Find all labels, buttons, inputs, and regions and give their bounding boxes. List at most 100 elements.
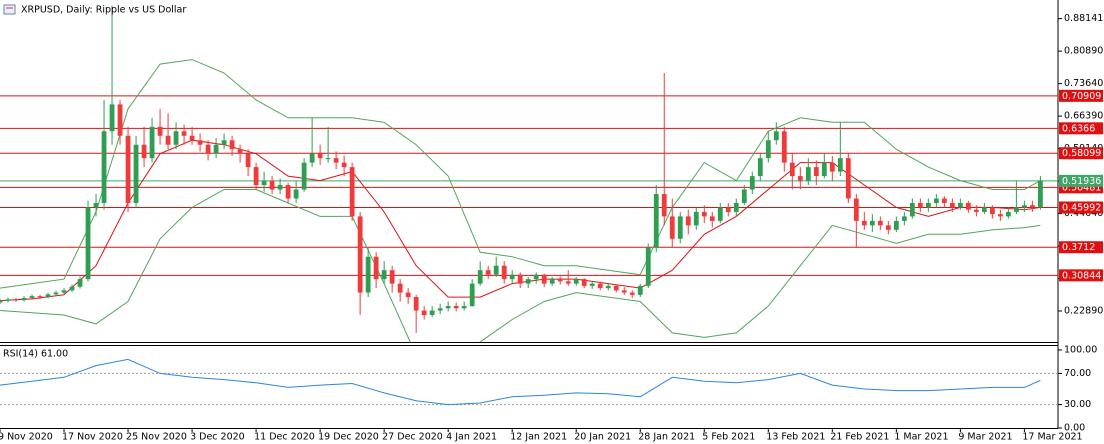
level-label-box: [1059, 201, 1103, 214]
candle-body: [581, 279, 587, 286]
candle-body: [653, 194, 659, 248]
x-tick-label: 3 Dec 2020: [190, 432, 245, 443]
candle-body: [989, 207, 995, 215]
candle-body: [29, 296, 35, 298]
candle-body: [181, 131, 187, 136]
candle-body: [197, 140, 203, 145]
x-tick-label: 12 Jan 2021: [510, 432, 567, 443]
candle-body: [245, 153, 251, 168]
x-tick-label: 17 Mar 2021: [1022, 432, 1082, 443]
candle-body: [669, 216, 675, 239]
candle-body: [301, 162, 307, 190]
candle-body: [357, 216, 363, 293]
candle-body: [717, 207, 723, 221]
candle-body: [949, 202, 955, 208]
candle-body: [221, 140, 227, 145]
rsi-y-tick-label: 100.00: [1064, 345, 1097, 356]
rsi-y-tick-label: 70.00: [1064, 368, 1091, 379]
candle-body: [637, 285, 643, 295]
candle-body: [77, 279, 83, 287]
candle-body: [957, 202, 963, 208]
candle-body: [981, 207, 987, 212]
candle-body: [1013, 207, 1019, 212]
x-tick-label: 28 Jan 2021: [638, 432, 695, 443]
x-tick-label: 11 Dec 2020: [254, 432, 315, 443]
candle-body: [69, 286, 75, 291]
candle-body: [261, 180, 267, 186]
candle-body: [397, 283, 403, 293]
candle-body: [165, 135, 171, 145]
candle-body: [733, 202, 739, 212]
candle-body: [477, 270, 483, 284]
candle-body: [493, 265, 499, 275]
rsi-panel: [0, 358, 1058, 406]
candle-body: [381, 270, 387, 280]
candle-body: [101, 131, 107, 203]
candle-body: [61, 290, 67, 293]
candle-body: [173, 131, 179, 145]
candle-body: [37, 296, 43, 298]
candle-body: [941, 198, 947, 203]
candle-body: [501, 265, 507, 280]
candle-body: [645, 247, 651, 286]
candle-body: [293, 189, 299, 199]
candle-body: [149, 126, 155, 159]
level-label-box: [1059, 269, 1103, 282]
candle-body: [861, 220, 867, 226]
candle-body: [141, 144, 147, 159]
candle-body: [253, 167, 259, 186]
candle-body: [93, 202, 99, 208]
candle-body: [525, 279, 531, 284]
candle-body: [893, 220, 899, 230]
candle-body: [405, 292, 411, 298]
candle-body: [341, 162, 347, 168]
x-tick-label: 21 Feb 2021: [830, 432, 889, 443]
candle-body: [461, 306, 467, 309]
y-tick-label: 0.80890: [1064, 46, 1103, 57]
candle-body: [749, 176, 755, 190]
y-tick-label: 0.73640: [1064, 78, 1103, 89]
candle-body: [445, 306, 451, 309]
candle-body: [365, 256, 371, 293]
level-label: 0.6366: [1062, 123, 1095, 134]
candle-body: [837, 158, 843, 172]
candle-body: [1005, 211, 1011, 217]
candle-body: [845, 158, 851, 199]
candle-body: [933, 198, 939, 203]
chart-title: XRPUSD, Daily: Ripple vs US Dollar: [21, 5, 186, 16]
x-tick-label: 9 Mar 2021: [958, 432, 1012, 443]
candle-body: [677, 216, 683, 239]
x-tick-label: 9 Nov 2020: [0, 432, 53, 443]
x-tick-label: 13 Feb 2021: [766, 432, 825, 443]
x-tick-label: 19 Dec 2020: [318, 432, 379, 443]
candle-body: [685, 216, 691, 226]
y-tick-label: 0.22890: [1064, 305, 1103, 316]
candle-body: [853, 198, 859, 221]
candle-body: [973, 209, 979, 212]
candle-body: [797, 176, 803, 181]
candle-body: [725, 207, 731, 212]
candle-body: [1029, 205, 1035, 208]
candle-body: [589, 283, 595, 286]
candle-body: [317, 153, 323, 159]
main-panel: [0, 5, 1058, 342]
level-label-box: [1059, 122, 1103, 135]
candle-body: [125, 135, 131, 203]
candle-body: [909, 202, 915, 217]
candle-body: [349, 167, 355, 217]
candle-body: [741, 189, 747, 203]
y-tick-label: 0.44640: [1064, 208, 1103, 219]
candle-body: [629, 292, 635, 295]
candle-body: [925, 202, 931, 208]
level-label-box: [1059, 241, 1103, 254]
x-tick-label: 17 Nov 2020: [62, 432, 123, 443]
candle-body: [205, 144, 211, 154]
candle-body: [53, 292, 59, 295]
rsi-line: [0, 358, 1041, 406]
candle-body: [693, 211, 699, 226]
candle-body: [109, 104, 115, 132]
candle-body: [1021, 205, 1027, 208]
x-tick-label: 1 Mar 2021: [894, 432, 948, 443]
candle-body: [877, 220, 883, 226]
